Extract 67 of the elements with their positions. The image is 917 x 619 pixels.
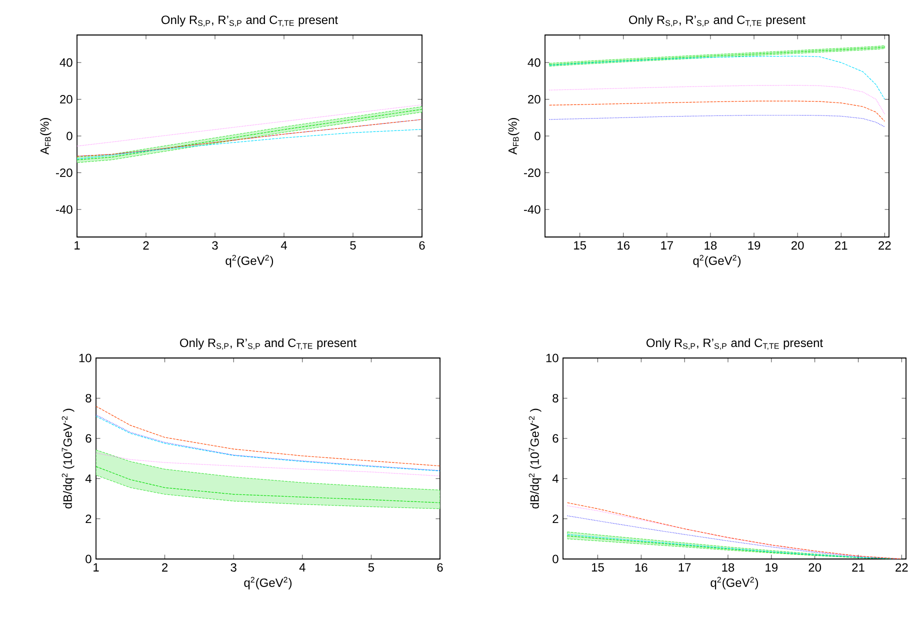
y-tick-label: -40 <box>56 205 72 214</box>
y-tick-label: 6 <box>86 434 92 443</box>
y-tick-label: 40 <box>60 58 72 67</box>
x-tick-label: 16 <box>635 563 648 572</box>
x-tick-label: 19 <box>766 563 778 572</box>
x-axis-title: q$^{2}$(GeV$^{2}$) <box>226 254 274 268</box>
y-axis-title: dB/dq$^{2}$ (10$^{7}$GeV$^{-2}$ ) <box>528 408 542 508</box>
y-tick-label: 10 <box>546 354 558 362</box>
y-tick-label: 4 <box>552 474 558 483</box>
x-tick-label: 16 <box>618 241 630 250</box>
x-tick-label: 22 <box>878 241 891 250</box>
y-axis-title: A$_{FB}$(%) <box>508 118 520 155</box>
y-tick-label: 6 <box>552 434 558 443</box>
x-tick-label: 6 <box>419 241 425 250</box>
y-tick-label: -40 <box>524 205 540 214</box>
y-tick-label: 2 <box>86 514 92 523</box>
x-tick-label: 1 <box>74 241 80 250</box>
line-series <box>549 56 885 100</box>
x-tick-label: 20 <box>808 563 822 572</box>
x-tick-label: 2 <box>162 563 168 572</box>
x-tick-label: 17 <box>661 241 673 250</box>
chart-title: Only R$_{S,P}$, R’$_{S,P}$ and C$_{T,TE}$ present <box>629 15 806 27</box>
x-tick-label: 5 <box>350 241 356 250</box>
y-tick-label: 20 <box>60 95 72 104</box>
x-tick-label: 4 <box>299 563 306 572</box>
x-tick-label: 20 <box>791 241 804 250</box>
y-tick-label: 8 <box>86 394 92 402</box>
x-tick-label: 22 <box>896 563 908 572</box>
x-tick-label: 19 <box>748 241 760 250</box>
x-tick-label: 21 <box>852 563 864 572</box>
x-tick-label: 15 <box>592 563 604 572</box>
x-tick-label: 2 <box>143 241 149 250</box>
y-tick-label: 0 <box>552 554 558 564</box>
y-tick-label: 0 <box>86 554 92 564</box>
y-tick-label: -20 <box>56 168 72 177</box>
line-series <box>77 129 422 160</box>
x-tick-label: 3 <box>212 241 218 250</box>
x-tick-label: 5 <box>368 563 374 572</box>
y-tick-label: 0 <box>534 132 540 140</box>
chart-title: Only R$_{S,P}$, R’$_{S,P}$ and C$_{T,TE}$ present <box>162 15 338 27</box>
line-series <box>549 100 885 122</box>
x-tick-label: 18 <box>722 563 734 572</box>
chart-title: Only R$_{S,P}$, R’$_{S,P}$ and C$_{T,TE}$ present <box>646 338 823 350</box>
y-tick-label: 20 <box>528 95 540 104</box>
y-tick-label: -20 <box>524 168 540 177</box>
line-series <box>77 104 422 146</box>
x-tick-label: 3 <box>230 563 236 572</box>
x-axis-title: q$^{2}$(GeV$^{2}$) <box>710 576 758 590</box>
x-tick-label: 6 <box>437 563 443 572</box>
x-tick-label: 4 <box>280 241 287 250</box>
y-tick-label: 0 <box>66 132 72 140</box>
y-tick-label: 4 <box>85 474 92 483</box>
x-tick-label: 21 <box>835 241 848 250</box>
x-tick-label: 17 <box>678 563 691 572</box>
chart-title: Only R$_{S,P}$, R’$_{S,P}$ and C$_{T,TE}$ present <box>180 338 356 350</box>
y-tick-label: 40 <box>528 58 540 67</box>
y-axis-title: A$_{FB}$(%) <box>40 118 52 155</box>
y-axis-title: dB/dq$^{2}$ (10$^{7}$GeV$^{-2}$ ) <box>62 408 74 508</box>
x-axis-title: q$^{2}$(GeV$^{2}$) <box>693 254 741 268</box>
line-series <box>96 452 440 476</box>
y-tick-label: 2 <box>552 514 558 523</box>
x-tick-label: 18 <box>704 241 717 250</box>
x-tick-label: 15 <box>574 241 586 250</box>
y-tick-label: 10 <box>79 354 92 362</box>
y-tick-label: 8 <box>552 394 558 402</box>
x-tick-label: 1 <box>94 563 99 572</box>
x-axis-title: q$^{2}$(GeV$^{2}$) <box>244 576 292 590</box>
